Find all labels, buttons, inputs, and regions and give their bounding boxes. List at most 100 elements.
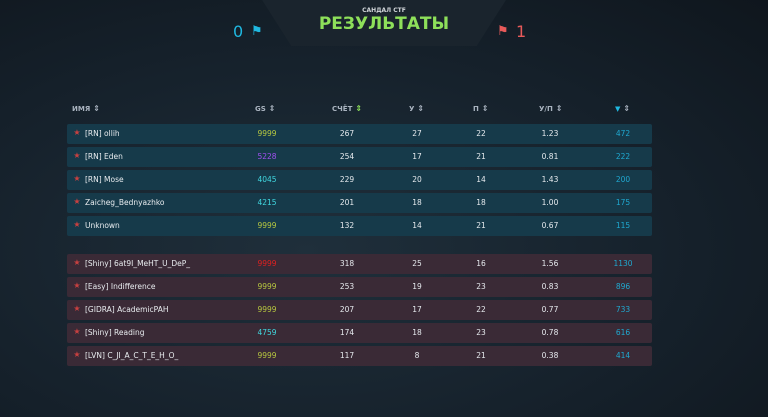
player-kills: 14 [412, 221, 422, 230]
rank-icon: ★ [73, 151, 81, 160]
player-deaths: 21 [476, 221, 486, 230]
col-label: GS [255, 105, 266, 113]
player-score: 229 [339, 175, 355, 184]
flag-icon: ⚑ [497, 24, 509, 39]
col-label: У/П [539, 105, 553, 113]
team-red-score: 1 [516, 22, 527, 41]
rank-icon: ★ [73, 258, 81, 267]
player-kd: 0.78 [541, 328, 559, 337]
rank-icon: ★ [73, 350, 81, 359]
player-score: 132 [339, 221, 355, 230]
player-kd: 0.38 [541, 351, 559, 360]
sort-deaths[interactable]: П ⇕ [473, 104, 489, 113]
player-gs: 9999 [257, 282, 277, 291]
page-title: РЕЗУЛЬТАТЫ [318, 14, 450, 34]
player-name: Unknown [85, 221, 120, 230]
sort-icon: ⇕ [355, 104, 363, 113]
sort-diamonds[interactable]: ▼ ⇕ [615, 104, 630, 113]
player-gs: 4045 [257, 175, 277, 184]
rank-icon: ★ [73, 220, 81, 229]
player-kd: 0.83 [541, 282, 559, 291]
player-deaths: 22 [476, 305, 486, 314]
player-kills: 18 [412, 328, 422, 337]
sort-kills[interactable]: У ⇕ [409, 104, 424, 113]
col-label: ИМЯ [72, 105, 91, 113]
player-row[interactable]: ★ [Easy] Indifference 9999 253 19 23 0.8… [67, 277, 652, 297]
player-score: 174 [339, 328, 355, 337]
sort-icon: ⇕ [268, 104, 276, 113]
sort-icon: ⇕ [623, 104, 631, 113]
player-name: [RN] Mose [85, 175, 124, 184]
player-gs: 9999 [257, 305, 277, 314]
player-kills: 17 [412, 152, 422, 161]
player-deaths: 14 [476, 175, 486, 184]
player-score: 267 [339, 129, 355, 138]
player-deaths: 21 [476, 152, 486, 161]
player-kd: 0.67 [541, 221, 559, 230]
player-kd: 0.77 [541, 305, 559, 314]
player-row[interactable]: ★ [Shiny] Reading 4759 174 18 23 0.78 61… [67, 323, 652, 343]
player-kills: 25 [412, 259, 422, 268]
player-row[interactable]: ★ [Shiny] 6at9I_MeHT_U_DeP_ 9999 318 25 … [67, 254, 652, 274]
player-row[interactable]: ★ [RN] ollih 9999 267 27 22 1.23 472 [67, 124, 652, 144]
player-gs: 9999 [257, 259, 277, 268]
rank-icon: ★ [73, 197, 81, 206]
player-score: 253 [339, 282, 355, 291]
player-row[interactable]: ★ Zaicheg_Bednyazhko 4215 201 18 18 1.00… [67, 193, 652, 213]
sort-icon: ⇕ [555, 104, 563, 113]
player-row[interactable]: ★ [RN] Mose 4045 229 20 14 1.43 200 [67, 170, 652, 190]
flag-icon: ⚑ [251, 24, 263, 39]
rank-icon: ★ [73, 304, 81, 313]
col-label: СЧЁТ [332, 105, 353, 113]
player-score: 254 [339, 152, 355, 161]
col-label: У [409, 105, 415, 113]
header-banner [262, 0, 506, 46]
player-gs: 5228 [257, 152, 277, 161]
player-deaths: 18 [476, 198, 486, 207]
player-gs: 9999 [257, 221, 277, 230]
player-gs: 9999 [257, 129, 277, 138]
player-gs: 4759 [257, 328, 277, 337]
player-kd: 1.56 [541, 259, 559, 268]
player-score: 117 [339, 351, 355, 360]
player-kills: 17 [412, 305, 422, 314]
player-deaths: 16 [476, 259, 486, 268]
player-diamonds: 896 [615, 282, 631, 291]
player-row[interactable]: ★ [GIDRA] AcademicPAH 9999 207 17 22 0.7… [67, 300, 652, 320]
player-name: Zaicheg_Bednyazhko [85, 198, 165, 207]
sort-score[interactable]: СЧЁТ ⇕ [332, 104, 362, 113]
rank-icon: ★ [73, 174, 81, 183]
rank-icon: ★ [73, 128, 81, 137]
player-kills: 8 [414, 351, 420, 360]
player-row[interactable]: ★ [LVN] C_JI_A_C_T_E_H_O_ 9999 117 8 21 … [67, 346, 652, 366]
sort-name[interactable]: ИМЯ ⇕ [72, 104, 100, 113]
sort-gs[interactable]: GS ⇕ [255, 104, 276, 113]
player-diamonds: 222 [615, 152, 631, 161]
sort-icon: ⇕ [417, 104, 425, 113]
map-name: САНДАЛ CTF [362, 7, 406, 14]
team-blue-score: 0 [233, 22, 244, 41]
player-score: 201 [339, 198, 355, 207]
player-diamonds: 1130 [613, 259, 633, 268]
player-row[interactable]: ★ [RN] Eden 5228 254 17 21 0.81 222 [67, 147, 652, 167]
player-kills: 19 [412, 282, 422, 291]
player-diamonds: 733 [615, 305, 631, 314]
player-name: [RN] Eden [85, 152, 123, 161]
player-name: [Shiny] Reading [85, 328, 145, 337]
rank-icon: ★ [73, 281, 81, 290]
col-label: П [473, 105, 479, 113]
player-diamonds: 115 [615, 221, 631, 230]
player-kills: 18 [412, 198, 422, 207]
sort-kd[interactable]: У/П ⇕ [539, 104, 563, 113]
player-diamonds: 175 [615, 198, 631, 207]
diamond-icon: ▼ [615, 105, 621, 113]
player-diamonds: 472 [615, 129, 631, 138]
player-deaths: 21 [476, 351, 486, 360]
player-name: [Easy] Indifference [85, 282, 156, 291]
player-kd: 1.23 [541, 129, 559, 138]
player-name: [RN] ollih [85, 129, 120, 138]
player-row[interactable]: ★ Unknown 9999 132 14 21 0.67 115 [67, 216, 652, 236]
player-diamonds: 616 [615, 328, 631, 337]
player-diamonds: 200 [615, 175, 631, 184]
player-kd: 1.43 [541, 175, 559, 184]
